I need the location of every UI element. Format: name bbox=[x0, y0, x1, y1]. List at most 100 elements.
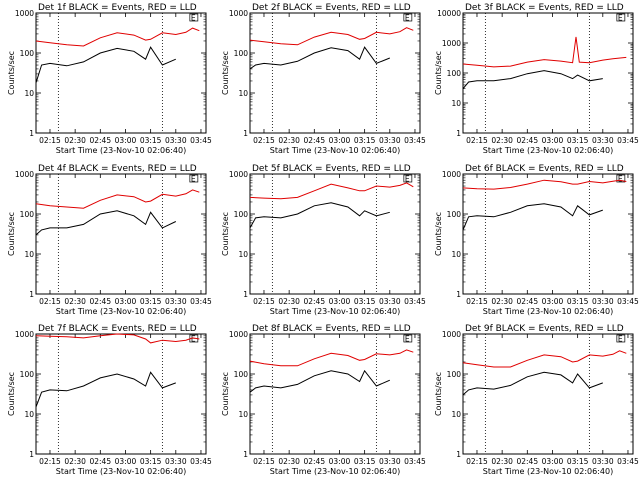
x-tick-label: 03:00 bbox=[329, 457, 351, 466]
series-line-black bbox=[35, 371, 176, 408]
x-tick-label: 03:15 bbox=[354, 457, 376, 466]
x-tick-label: 02:15 bbox=[466, 136, 488, 145]
x-tick-label: 02:30 bbox=[278, 457, 300, 466]
series-line-red bbox=[249, 349, 414, 367]
series-line-red bbox=[249, 27, 414, 46]
panel-title: Det 6f BLACK = Events, RED = LLD bbox=[465, 164, 624, 174]
x-tick-label: 03:00 bbox=[542, 297, 564, 306]
y-tick-label: 1000 bbox=[229, 330, 248, 339]
y-axis-label: Counts/sec bbox=[221, 372, 230, 416]
plot-frame bbox=[249, 12, 421, 134]
panel-title: Det 1f BLACK = Events, RED = LLD bbox=[38, 3, 197, 13]
x-tick-label: 03:45 bbox=[190, 457, 212, 466]
y-tick-label: 100 bbox=[447, 370, 462, 379]
y-tick-label: 1 bbox=[29, 290, 34, 299]
flag-box bbox=[189, 13, 199, 22]
series-line-red bbox=[35, 333, 200, 344]
series-line-red bbox=[462, 179, 627, 190]
x-tick-label: 02:45 bbox=[516, 457, 538, 466]
y-tick-label: 100 bbox=[20, 370, 35, 379]
y-tick-label: 100 bbox=[234, 370, 249, 379]
series-line-red bbox=[35, 189, 200, 209]
x-axis-label: Start Time (23-Nov-10 02:06:40) bbox=[483, 307, 613, 316]
series-line-black bbox=[249, 369, 390, 393]
series-line-red bbox=[462, 36, 627, 68]
x-tick-label: 03:00 bbox=[115, 136, 137, 145]
x-axis-label: Start Time (23-Nov-10 02:06:40) bbox=[56, 146, 186, 155]
y-tick-label: 1 bbox=[456, 450, 461, 459]
x-tick-label: 03:15 bbox=[140, 136, 162, 145]
x-tick-label: 03:15 bbox=[567, 297, 589, 306]
flag-box bbox=[403, 174, 413, 183]
y-tick-label: 10 bbox=[451, 99, 461, 108]
x-tick-label: 03:45 bbox=[190, 297, 212, 306]
flag-box bbox=[616, 13, 626, 22]
x-tick-label: 02:45 bbox=[516, 136, 538, 145]
x-tick-label: 02:45 bbox=[516, 297, 538, 306]
y-tick-label: 1000 bbox=[15, 330, 34, 339]
x-tick-label: 03:00 bbox=[115, 297, 137, 306]
y-tick-label: 100 bbox=[234, 49, 249, 58]
x-axis-label: Start Time (23-Nov-10 02:06:40) bbox=[483, 146, 613, 155]
y-tick-label: 1000 bbox=[229, 170, 248, 179]
x-tick-label: 02:15 bbox=[253, 136, 275, 145]
flag-label: E bbox=[405, 175, 410, 184]
x-tick-label: 03:30 bbox=[165, 136, 187, 145]
y-tick-label: 100 bbox=[20, 49, 35, 58]
plot-frame bbox=[249, 333, 421, 455]
y-tick-label: 10 bbox=[238, 410, 248, 419]
y-tick-label: 10 bbox=[24, 410, 34, 419]
x-axis-label: Start Time (23-Nov-10 02:06:40) bbox=[483, 467, 613, 476]
y-tick-label: 1000 bbox=[442, 170, 461, 179]
series-line-black bbox=[35, 210, 177, 236]
x-tick-label: 03:45 bbox=[617, 457, 639, 466]
series-line-black bbox=[249, 202, 390, 229]
x-tick-label: 03:15 bbox=[567, 457, 589, 466]
x-tick-label: 02:45 bbox=[89, 297, 111, 306]
x-tick-label: 02:45 bbox=[89, 457, 111, 466]
x-tick-label: 02:15 bbox=[39, 457, 61, 466]
y-tick-label: 1000 bbox=[442, 39, 461, 48]
x-tick-label: 03:30 bbox=[592, 136, 614, 145]
x-tick-label: 03:30 bbox=[379, 297, 401, 306]
panel-title: Det 7f BLACK = Events, RED = LLD bbox=[38, 324, 197, 334]
x-tick-label: 03:00 bbox=[329, 136, 351, 145]
plot-frame bbox=[462, 333, 634, 455]
y-tick-label: 100 bbox=[447, 69, 462, 78]
x-tick-label: 02:30 bbox=[491, 297, 513, 306]
plot-frame bbox=[462, 12, 634, 134]
panel-title: Det 2f BLACK = Events, RED = LLD bbox=[252, 3, 411, 13]
series-line-black bbox=[462, 70, 603, 90]
y-tick-label: 100 bbox=[234, 210, 249, 219]
flag-label: E bbox=[618, 175, 623, 184]
y-axis-label: Counts/sec bbox=[434, 212, 443, 256]
flag-box bbox=[403, 334, 413, 343]
flag-label: E bbox=[191, 175, 196, 184]
y-tick-label: 100 bbox=[447, 210, 462, 219]
panel-title: Det 9f BLACK = Events, RED = LLD bbox=[465, 324, 624, 334]
flag-label: E bbox=[191, 14, 196, 23]
x-tick-label: 02:45 bbox=[303, 136, 325, 145]
plot-frame bbox=[35, 173, 207, 295]
y-tick-label: 1000 bbox=[15, 170, 34, 179]
series-line-black bbox=[35, 46, 176, 83]
x-tick-label: 02:45 bbox=[303, 457, 325, 466]
y-tick-label: 1 bbox=[29, 450, 34, 459]
flag-label: E bbox=[618, 335, 623, 344]
y-tick-label: 10 bbox=[238, 250, 248, 259]
x-tick-label: 03:15 bbox=[354, 136, 376, 145]
x-tick-label: 02:30 bbox=[491, 136, 513, 145]
x-tick-label: 02:30 bbox=[278, 297, 300, 306]
flag-label: E bbox=[405, 14, 410, 23]
panel-title: Det 8f BLACK = Events, RED = LLD bbox=[252, 324, 411, 334]
x-tick-label: 02:30 bbox=[64, 297, 86, 306]
y-axis-label: Counts/sec bbox=[434, 372, 443, 416]
series-line-red bbox=[35, 27, 200, 47]
x-tick-label: 02:15 bbox=[466, 297, 488, 306]
plot-frame bbox=[249, 173, 421, 295]
series-line-red bbox=[249, 182, 414, 200]
